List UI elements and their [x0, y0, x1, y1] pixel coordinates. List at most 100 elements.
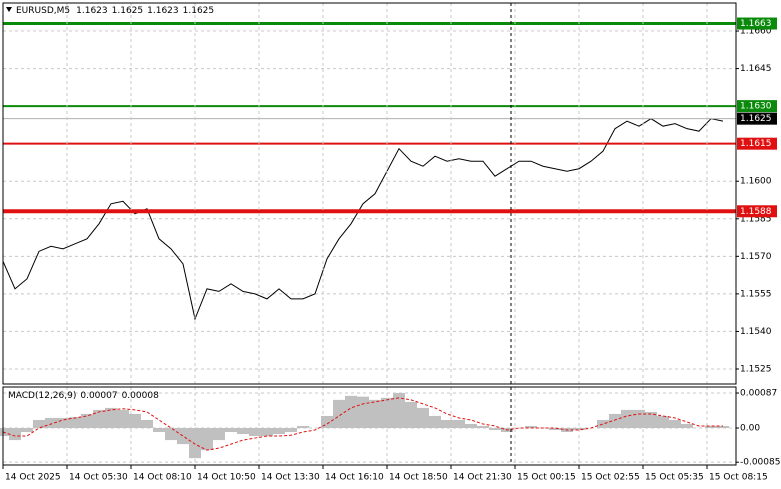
- macd-bar: [261, 428, 273, 437]
- signal-value: 0.00008: [122, 391, 159, 401]
- macd-bar: [429, 415, 441, 429]
- last-price-box: [737, 112, 777, 125]
- symbol: EURUSD,M5: [16, 6, 70, 16]
- macd-bar: [549, 428, 561, 431]
- macd-bar: [81, 413, 93, 429]
- macd-bar: [285, 428, 297, 433]
- x-tick-label: 14 Oct 18:50: [389, 473, 448, 483]
- x-tick-label: 15 Oct 05:35: [645, 473, 704, 483]
- macd-bar: [597, 419, 609, 429]
- y-tick-label: 1.1525: [740, 364, 772, 374]
- x-tick-label: 15 Oct 00:15: [517, 473, 576, 483]
- last-price-label: 1.1625: [740, 114, 772, 124]
- macd-bar: [297, 426, 309, 429]
- macd-bar: [669, 419, 681, 429]
- x-tick-label: 15 Oct 08:15: [709, 473, 768, 483]
- macd-bar: [417, 407, 429, 429]
- macd-bar: [201, 428, 213, 451]
- low: 1.1623: [147, 6, 179, 16]
- macd-bar: [573, 428, 585, 431]
- macd-bar: [213, 428, 225, 441]
- y-tick-label: 0.00: [740, 424, 760, 434]
- macd-bar: [105, 407, 117, 429]
- level-label: 1.1663: [740, 19, 772, 29]
- x-tick-label: 14 Oct 05:30: [69, 473, 128, 483]
- macd-bar: [489, 428, 501, 431]
- macd-value: 0.00007: [80, 391, 117, 401]
- macd-bar: [657, 415, 669, 429]
- price-line: [2, 118, 724, 321]
- macd-bar: [681, 423, 693, 429]
- y-tick-label: 1.1540: [740, 327, 772, 337]
- x-tick-label: 14 Oct 21:30: [453, 473, 512, 483]
- macd-bar: [621, 409, 633, 429]
- level-label: 1.1630: [740, 102, 772, 112]
- x-tick-label: 15 Oct 02:55: [581, 473, 640, 483]
- macd-bar: [405, 401, 417, 429]
- price-frame: [2, 2, 737, 385]
- macd-bar: [153, 428, 165, 433]
- y-tick-label: 1.1570: [740, 252, 772, 262]
- open: 1.1623: [76, 6, 108, 16]
- macd-bar: [249, 428, 261, 437]
- macd-bar: [129, 413, 141, 429]
- macd-bar: [177, 428, 189, 445]
- macd-title: MACD(12,26,9): [8, 391, 76, 401]
- header: EURUSD,M5 1.1623 1.1625 1.1623 1.1625: [16, 6, 214, 16]
- x-tick-label: 14 Oct 13:30: [261, 473, 320, 483]
- macd-bar: [645, 411, 657, 429]
- macd-bar: [237, 428, 249, 435]
- y-tick-label: 1.1645: [740, 64, 772, 74]
- level-label-box: [737, 137, 777, 150]
- macd-bar: [9, 428, 21, 441]
- signal-line: [2, 397, 723, 451]
- macd-bar: [705, 426, 717, 429]
- level-label: 1.1588: [740, 207, 772, 217]
- macd-bar: [357, 396, 369, 429]
- x-tick-label: 14 Oct 10:50: [197, 473, 256, 483]
- macd-bar: [141, 419, 153, 429]
- y-tick-label: 0.00087: [740, 389, 777, 399]
- macd-bar: [21, 428, 33, 433]
- macd-bar: [345, 395, 357, 429]
- macd-bar: [57, 417, 69, 429]
- macd-bar: [393, 393, 405, 429]
- macd-bar: [333, 399, 345, 429]
- level-label: 1.1615: [740, 139, 772, 149]
- macd-bar: [93, 409, 105, 429]
- y-tick-label: 1.1660: [740, 27, 772, 37]
- macd-bar: [273, 428, 285, 435]
- x-tick-label: 14 Oct 08:10: [133, 473, 192, 483]
- macd-bar: [717, 426, 729, 429]
- macd-bar: [381, 397, 393, 429]
- macd-bar: [609, 413, 621, 429]
- level-label-box: [737, 205, 777, 218]
- y-tick-label: 1.1555: [740, 289, 772, 299]
- macd-bar: [465, 423, 477, 429]
- menu-arrow: [6, 7, 12, 12]
- macd-bar: [441, 419, 453, 429]
- close: 1.1625: [183, 6, 215, 16]
- macd-bar: [33, 419, 45, 429]
- macd-bar: [69, 417, 81, 429]
- x-tick-label: 14 Oct 16:10: [325, 473, 384, 483]
- macd-frame: [2, 386, 737, 466]
- macd-bar: [117, 409, 129, 429]
- macd-bar: [525, 426, 537, 429]
- layers: 1.1660 1.1645 1.1600 1.1585 1.1570 1.1555 1.15…: [0, 3, 780, 483]
- macd-header: MACD(12,26,9) 0.00007 0.00008: [8, 391, 159, 401]
- macd-bar: [369, 399, 381, 429]
- macd-bar: [477, 426, 489, 429]
- y-tick-label: 1.1600: [740, 177, 772, 187]
- y-tick-label: -0.00085: [740, 458, 780, 468]
- macd-bar: [45, 417, 57, 429]
- level-label-box: [737, 17, 777, 30]
- x-tick-label: 14 Oct 2025: [5, 473, 61, 483]
- y-tick-label: 1.1585: [740, 214, 772, 224]
- macd-bar: [453, 419, 465, 429]
- macd-bar: [189, 428, 201, 459]
- macd-bar: [165, 428, 177, 441]
- level-label-box: [737, 100, 777, 113]
